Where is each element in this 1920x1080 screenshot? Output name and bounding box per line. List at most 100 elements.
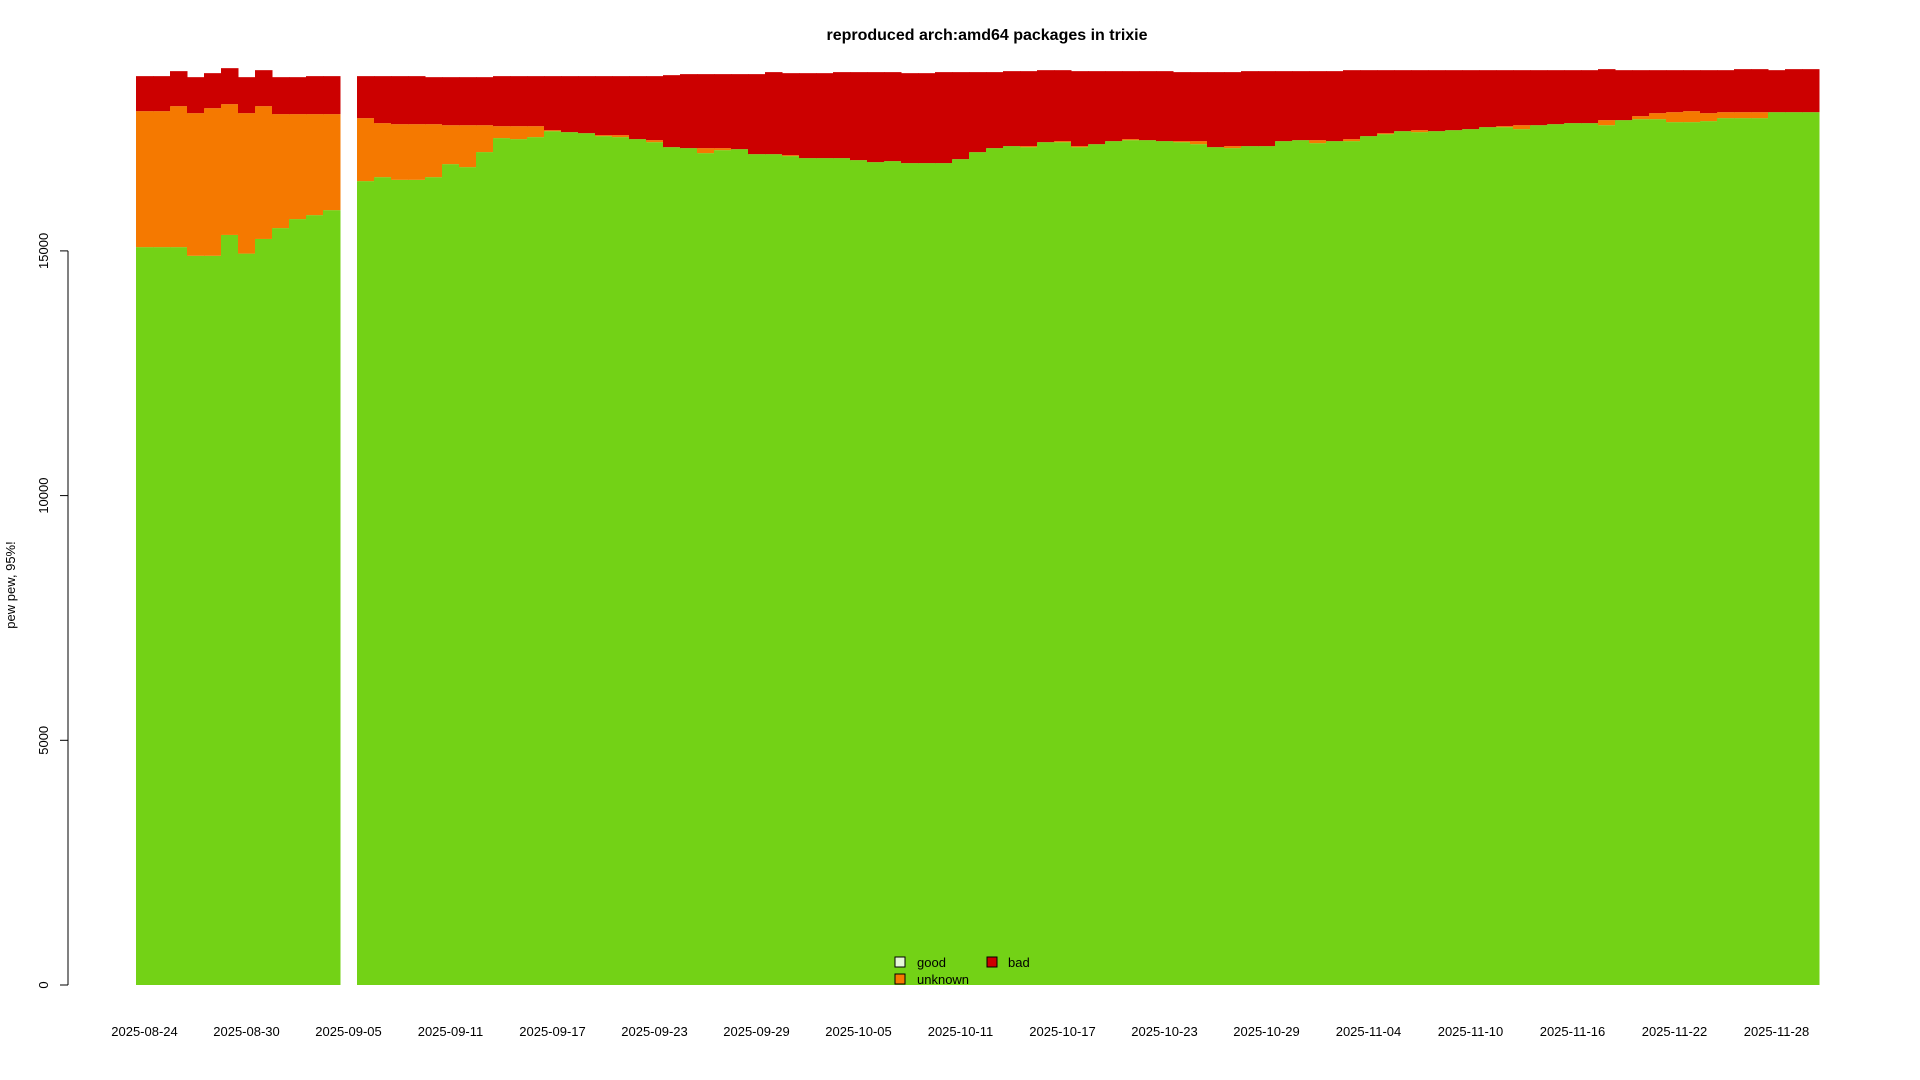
- y-tick-label: 10000: [36, 478, 51, 514]
- bar-good-76: [1428, 131, 1446, 986]
- bar-good-28: [612, 137, 630, 985]
- bar-good-91: [1683, 122, 1701, 986]
- bar-unknown-0: [136, 111, 154, 248]
- bar-good-73: [1377, 134, 1395, 986]
- bar-bad-83: [1547, 70, 1565, 125]
- bar-bad-33: [697, 74, 715, 149]
- bar-bad-71: [1343, 70, 1361, 140]
- bar-good-5: [221, 234, 239, 985]
- legend-swatch-bad: [986, 956, 998, 968]
- bar-unknown-94: [1734, 112, 1752, 119]
- bar-bad-4: [204, 73, 222, 109]
- bar-good-25: [561, 132, 579, 985]
- bar-bad-85: [1581, 70, 1599, 124]
- bar-bad-72: [1360, 70, 1378, 137]
- bar-good-75: [1411, 132, 1429, 985]
- bar-good-82: [1530, 125, 1548, 985]
- bar-unknown-19: [459, 125, 477, 168]
- legend-swatch-good: [894, 956, 906, 968]
- bar-bad-78: [1462, 70, 1480, 130]
- bar-bad-29: [629, 76, 647, 140]
- bar-unknown-95: [1751, 112, 1769, 119]
- bar-unknown-6: [238, 113, 256, 254]
- bar-bad-16: [408, 76, 426, 125]
- bar-bad-18: [442, 77, 460, 126]
- bar-good-46: [918, 163, 936, 986]
- bar-bad-8: [272, 77, 290, 115]
- bar-unknown-16: [408, 124, 426, 180]
- bar-good-42: [850, 160, 868, 985]
- bar-good-51: [1003, 146, 1021, 986]
- bar-bad-15: [391, 76, 409, 125]
- bar-bad-65: [1241, 71, 1259, 147]
- y-tick-label: 0: [36, 981, 51, 988]
- bar-bad-13: [357, 76, 375, 119]
- bar-bad-97: [1785, 69, 1803, 113]
- bar-bad-19: [459, 77, 477, 126]
- bar-good-6: [238, 253, 256, 986]
- bar-bad-25: [561, 76, 579, 133]
- bar-bad-64: [1224, 72, 1242, 147]
- bar-bad-21: [493, 76, 511, 127]
- bar-bad-9: [289, 77, 307, 115]
- bar-good-29: [629, 139, 647, 985]
- bar-good-44: [884, 161, 902, 985]
- bar-bad-56: [1088, 71, 1106, 145]
- bar-bad-39: [799, 73, 817, 159]
- bar-good-69: [1309, 143, 1327, 985]
- bar-unknown-90: [1666, 112, 1684, 123]
- x-tick-label: 2025-10-29: [1233, 1024, 1300, 1039]
- bar-unknown-1: [153, 111, 171, 248]
- bar-bad-48: [952, 72, 970, 160]
- legend-label-unknown: unknown: [917, 972, 969, 987]
- bar-bad-58: [1122, 71, 1140, 140]
- bar-bad-10: [306, 76, 324, 115]
- bar-good-97: [1785, 112, 1803, 986]
- bar-good-4: [204, 255, 222, 985]
- bar-good-94: [1734, 118, 1752, 985]
- x-tick-label: 2025-08-30: [213, 1024, 280, 1039]
- bar-bad-90: [1666, 70, 1684, 113]
- bar-unknown-86: [1598, 120, 1616, 126]
- bar-bad-14: [374, 76, 392, 124]
- bar-good-80: [1496, 127, 1514, 985]
- bar-good-61: [1173, 142, 1191, 985]
- bar-bad-45: [901, 73, 919, 164]
- bar-bad-38: [782, 73, 800, 156]
- bar-bad-49: [969, 72, 987, 153]
- x-tick-label: 2025-08-24: [111, 1024, 178, 1039]
- bar-good-71: [1343, 141, 1361, 986]
- bar-bad-17: [425, 77, 443, 125]
- bar-good-14: [374, 177, 392, 986]
- bar-bad-80: [1496, 70, 1514, 127]
- bar-good-92: [1700, 121, 1718, 985]
- bar-good-36: [748, 154, 766, 985]
- bar-unknown-2: [170, 106, 188, 248]
- bar-unknown-7: [255, 106, 273, 239]
- bar-bad-20: [476, 77, 494, 126]
- bar-good-23: [527, 137, 545, 985]
- bar-bad-95: [1751, 69, 1769, 113]
- bar-unknown-91: [1683, 111, 1701, 123]
- bar-bad-81: [1513, 70, 1531, 126]
- bar-good-31: [663, 147, 681, 985]
- bar-bad-27: [595, 76, 613, 136]
- bar-unknown-54: [1054, 141, 1072, 143]
- bar-unknown-61: [1173, 141, 1191, 143]
- bar-bad-34: [714, 74, 732, 149]
- bar-good-54: [1054, 142, 1072, 985]
- bar-bad-41: [833, 72, 851, 159]
- bar-bad-66: [1258, 71, 1276, 147]
- bar-unknown-62: [1190, 141, 1208, 145]
- bar-good-72: [1360, 136, 1378, 986]
- bar-bad-62: [1190, 72, 1208, 142]
- legend-label-bad: bad: [1008, 955, 1030, 970]
- bar-unknown-71: [1343, 139, 1361, 142]
- bar-bad-24: [544, 76, 562, 131]
- bar-bad-7: [255, 70, 273, 107]
- bar-bad-52: [1020, 71, 1038, 147]
- bar-good-37: [765, 154, 783, 985]
- bar-unknown-10: [306, 114, 324, 216]
- bar-unknown-13: [357, 118, 375, 182]
- bar-unknown-20: [476, 125, 494, 153]
